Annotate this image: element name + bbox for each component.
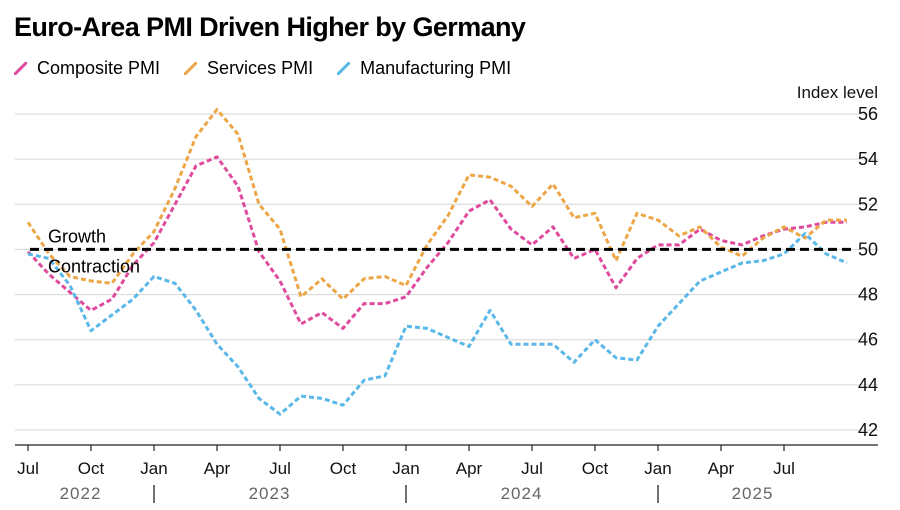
threshold-label-growth: Growth — [48, 226, 106, 246]
x-tick-label: Oct — [330, 459, 357, 478]
x-tick-label: Jan — [140, 459, 167, 478]
x-tick-label: Jan — [644, 459, 671, 478]
legend-item-composite: Composite PMI — [14, 58, 160, 79]
legend-swatch-mark — [184, 61, 198, 75]
y-tick-label: 48 — [858, 285, 878, 305]
y-axis-title: Index level — [797, 83, 878, 102]
y-tick-label: 52 — [858, 194, 878, 214]
year-label: 2024 — [501, 484, 543, 503]
legend-item-manufacturing: Manufacturing PMI — [337, 58, 511, 79]
legend-item-services: Services PMI — [184, 58, 313, 79]
y-tick-label: 46 — [858, 330, 878, 350]
legend: Composite PMI Services PMI Manufacturing P… — [14, 56, 535, 80]
legend-label: Services PMI — [207, 57, 314, 78]
threshold-label-contraction: Contraction — [48, 256, 140, 276]
x-tick-label: Jul — [521, 459, 543, 478]
legend-swatch-mark — [337, 61, 351, 75]
year-label: 2023 — [249, 484, 291, 503]
x-tick-label: Jan — [392, 459, 419, 478]
y-tick-label: 54 — [858, 149, 878, 169]
x-tick-label: Jul — [269, 459, 291, 478]
x-tick-label: Apr — [204, 459, 231, 478]
y-tick-label: 44 — [858, 375, 878, 395]
x-tick-label: Apr — [708, 459, 735, 478]
x-tick-label: Oct — [582, 459, 609, 478]
x-tick-label: Apr — [456, 459, 483, 478]
x-tick-label: Jul — [17, 459, 39, 478]
y-tick-label: 50 — [858, 239, 878, 259]
year-label: 2025 — [732, 484, 774, 503]
x-tick-label: Jul — [773, 459, 795, 478]
legend-swatch-services — [184, 61, 198, 75]
legend-label: Manufacturing PMI — [360, 57, 512, 78]
legend-swatch-mark — [14, 61, 27, 75]
series-line-composite — [26, 155, 847, 330]
legend-label: Composite PMI — [37, 57, 161, 78]
series-line-manufacturing — [27, 232, 848, 416]
series-line-services — [26, 108, 847, 301]
y-tick-label: 42 — [858, 420, 878, 440]
year-label: 2022 — [60, 484, 102, 503]
legend-swatch-manufacturing — [337, 61, 351, 75]
chart-title: Euro-Area PMI Driven Higher by Germany — [14, 12, 526, 42]
y-tick-label: 56 — [858, 104, 878, 124]
x-tick-label: Oct — [78, 459, 105, 478]
legend-swatch-composite — [14, 61, 27, 75]
